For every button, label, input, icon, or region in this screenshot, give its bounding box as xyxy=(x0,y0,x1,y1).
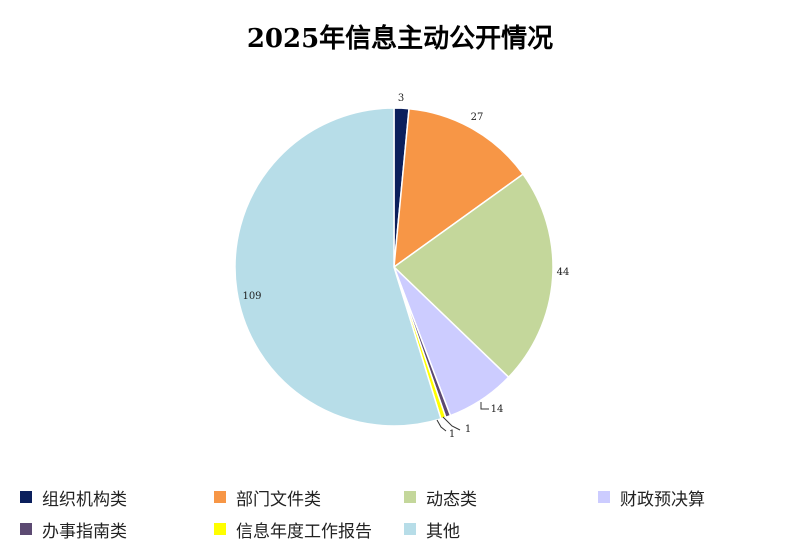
legend-swatch xyxy=(20,523,32,535)
legend-item-6: 信息年度工作报告 xyxy=(214,514,372,544)
legend-item-2: 部门文件类 xyxy=(214,482,321,512)
pie-slice-3 xyxy=(392,173,554,379)
legend-swatch xyxy=(214,491,226,503)
legend-label: 部门文件类 xyxy=(236,489,321,510)
legend-label: 动态类 xyxy=(426,489,477,510)
legend-swatch xyxy=(214,523,226,535)
legend-item-5: 办事指南类 xyxy=(20,514,127,544)
legend-item-7: 其他 xyxy=(404,514,460,544)
pie-slice-7 xyxy=(234,107,442,427)
legend-label: 办事指南类 xyxy=(42,521,127,542)
pie-slice-2 xyxy=(393,107,525,269)
legend: 组织机构类 部门文件类 动态类 财政预决算办事指南类 信息年度工作报告 其他 xyxy=(0,478,800,554)
legend-item-4: 财政预决算 xyxy=(598,482,705,512)
legend-item-1: 组织机构类 xyxy=(20,482,127,512)
leader-line-6 xyxy=(436,419,447,432)
legend-label: 信息年度工作报告 xyxy=(236,521,372,542)
data-label-3: 44 xyxy=(557,267,570,278)
legend-item-3: 动态类 xyxy=(404,482,477,512)
legend-swatch xyxy=(598,491,610,503)
data-label-7: 109 xyxy=(242,291,261,302)
data-label-4: 14 xyxy=(491,404,504,415)
legend-swatch xyxy=(404,523,416,535)
leader-line-4 xyxy=(480,402,489,410)
data-label-2: 27 xyxy=(471,112,484,123)
chart-title: 2025年信息主动公开情况 xyxy=(246,24,554,54)
legend-swatch xyxy=(404,491,416,503)
data-label-6: 1 xyxy=(449,429,455,440)
legend-label: 财政预决算 xyxy=(620,489,705,510)
legend-swatch xyxy=(20,491,32,503)
legend-label: 组织机构类 xyxy=(42,489,127,510)
leader-line-5 xyxy=(442,416,461,431)
data-label-1: 3 xyxy=(398,93,404,104)
pie-chart: 3 27 44 14 11 109 xyxy=(234,93,570,440)
data-label-5: 1 xyxy=(465,424,471,435)
legend-label: 其他 xyxy=(426,521,460,542)
